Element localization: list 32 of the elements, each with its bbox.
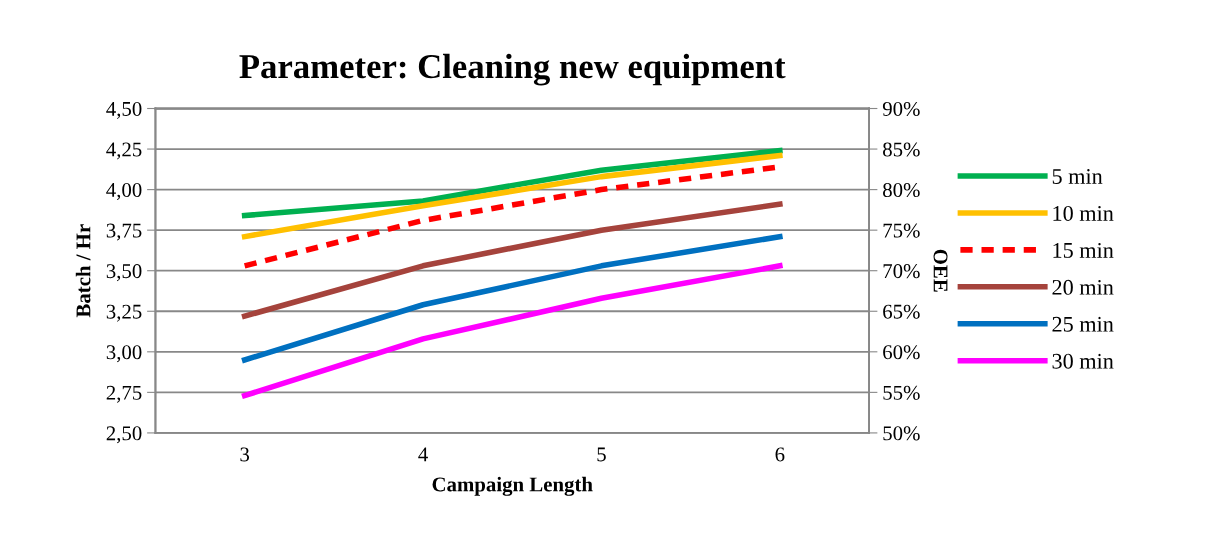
y2-axis-title: OEE bbox=[933, 249, 948, 292]
y-tick-label: 2,75 bbox=[106, 385, 142, 403]
x-tick-label: 6 bbox=[775, 447, 785, 462]
y-tick-label: 4,00 bbox=[106, 182, 142, 201]
x-tick-label: 4 bbox=[418, 447, 428, 462]
y-tick-label: 4,50 bbox=[106, 101, 142, 119]
chart-title: Parameter: Cleaning new equipment bbox=[239, 53, 786, 86]
legend-label: 30 min bbox=[1052, 353, 1114, 369]
legend-label: 20 min bbox=[1052, 279, 1114, 295]
y-tick-label: 2,50 bbox=[106, 426, 142, 444]
y-tick-label: 3,25 bbox=[106, 304, 142, 322]
legend-label: 10 min bbox=[1053, 205, 1114, 221]
legend-label: 5 min bbox=[1052, 169, 1103, 184]
y2-tick-label: 50% bbox=[883, 426, 920, 441]
y2-tick-label: 85% bbox=[883, 142, 920, 157]
y2-tick-label: 75% bbox=[883, 223, 920, 238]
y-axis-title: Batch / Hr bbox=[75, 224, 91, 318]
y-tick-label: 3,75 bbox=[106, 223, 142, 241]
y2-tick-label: 65% bbox=[883, 304, 920, 319]
y-tick-label: 4,25 bbox=[106, 142, 142, 160]
y2-tick-label: 55% bbox=[883, 385, 920, 400]
x-axis-title: Campaign Length bbox=[432, 476, 593, 496]
legend-label: 15 min bbox=[1053, 242, 1114, 258]
legend-label: 25 min bbox=[1052, 316, 1114, 332]
y2-tick-label: 70% bbox=[883, 264, 920, 279]
y2-tick-label: 90% bbox=[882, 101, 920, 117]
y-tick-label: 3,50 bbox=[106, 264, 142, 282]
y-tick-label: 3,00 bbox=[106, 345, 142, 363]
x-tick-label: 3 bbox=[240, 447, 250, 462]
x-tick-label: 5 bbox=[597, 447, 606, 462]
y2-tick-label: 80% bbox=[883, 182, 920, 198]
y2-tick-label: 60% bbox=[883, 345, 920, 360]
